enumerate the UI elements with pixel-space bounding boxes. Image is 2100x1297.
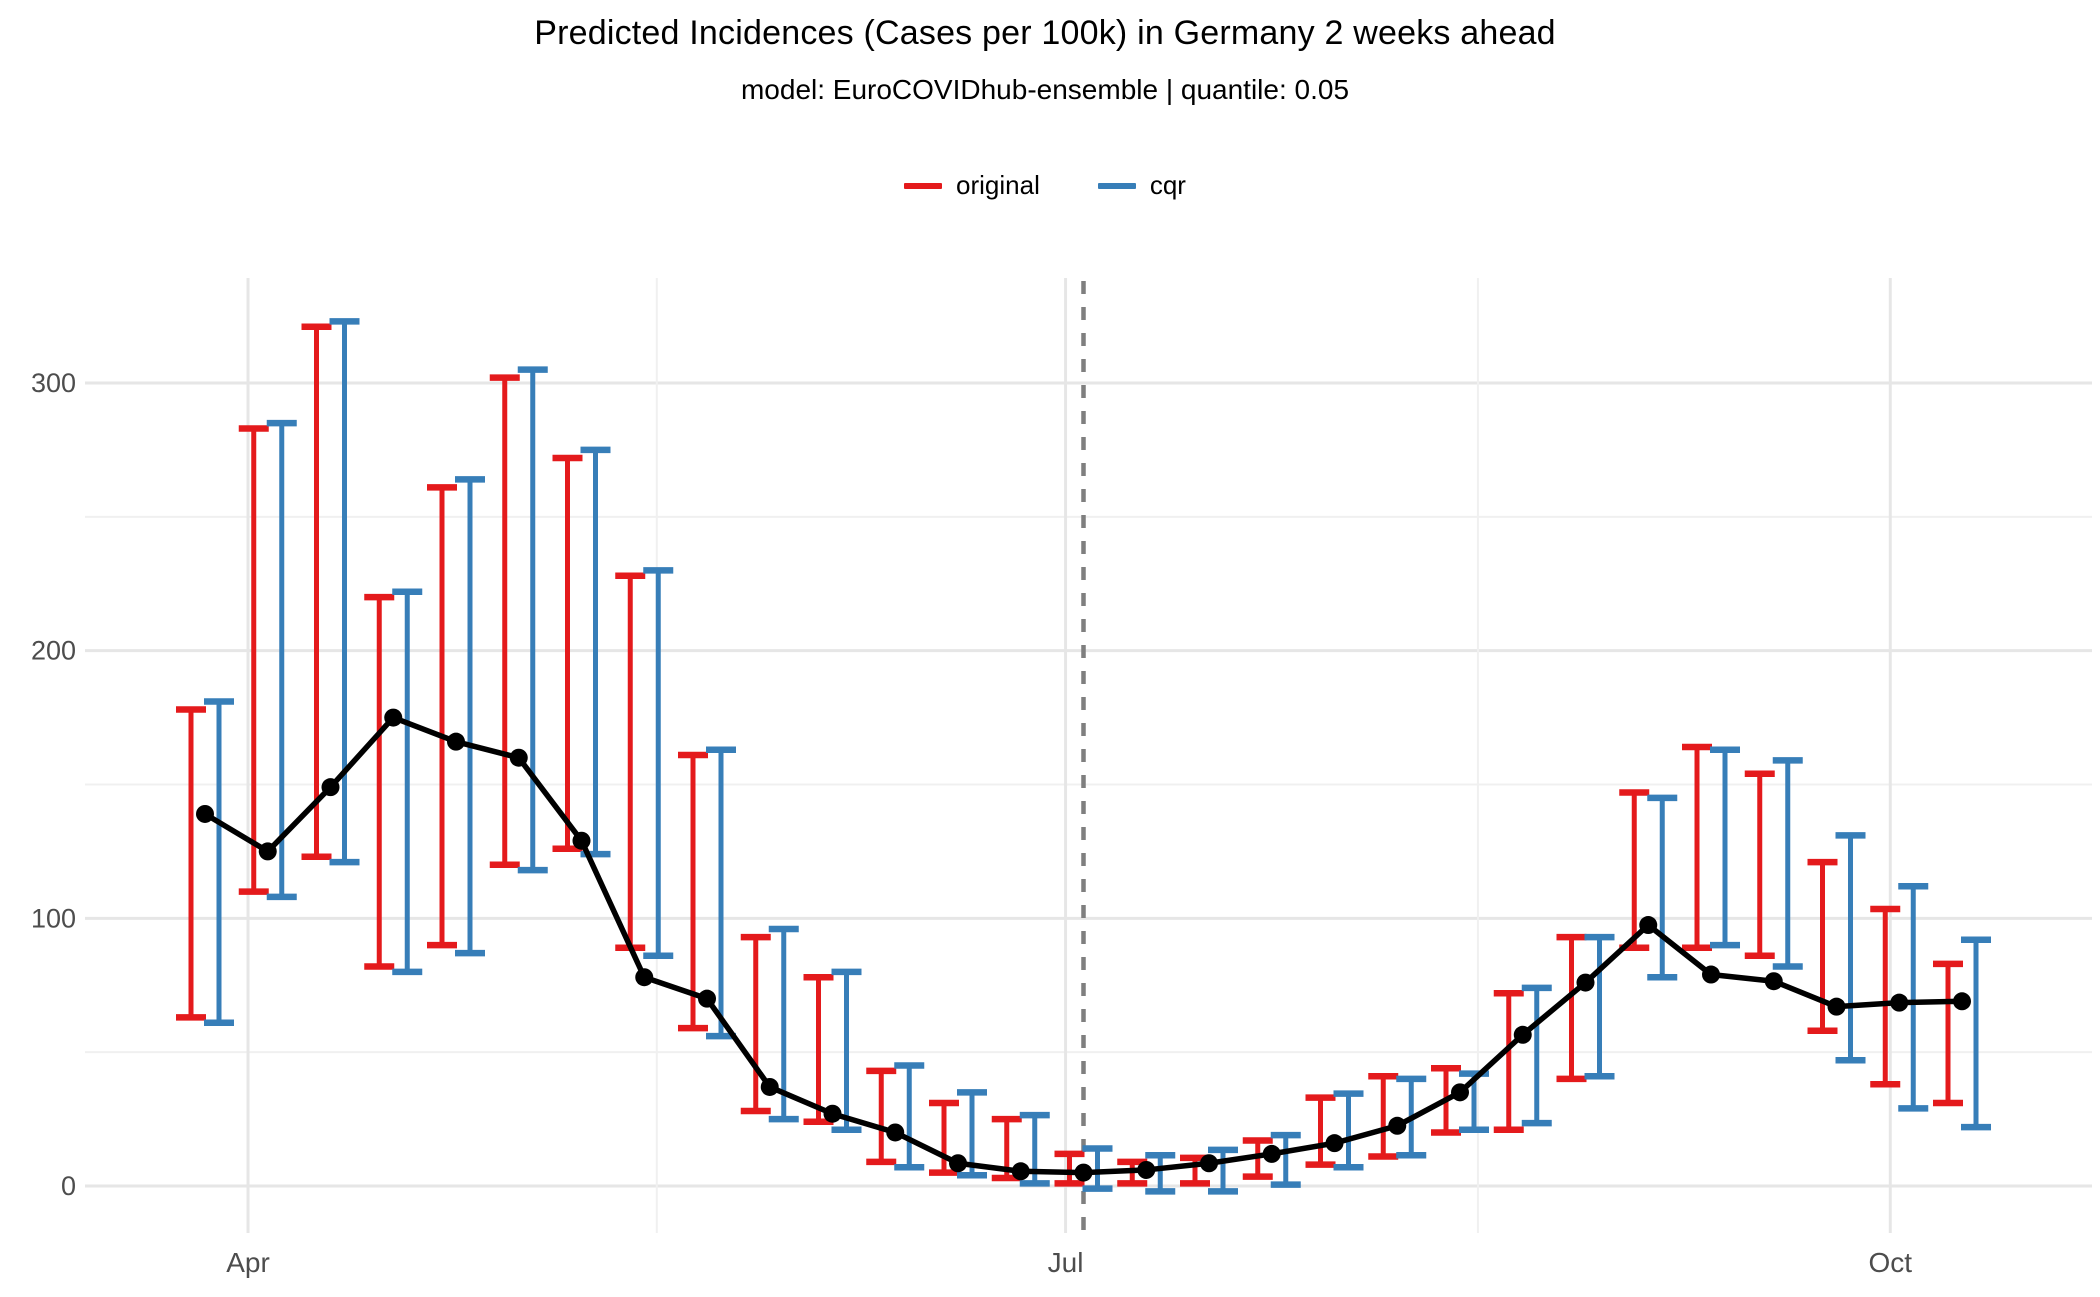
legend-label-original: original <box>956 170 1040 200</box>
x-tick-label: Jul <box>1048 1247 1084 1278</box>
observed-point <box>698 989 717 1008</box>
observed-point <box>1576 973 1595 992</box>
observed-point <box>509 748 528 767</box>
legend: original cqr <box>0 170 2090 201</box>
observed-point <box>760 1077 779 1096</box>
y-tick-label: 300 <box>31 368 76 398</box>
legend-entry-cqr: cqr <box>1097 170 1186 201</box>
observed-point <box>1388 1116 1407 1135</box>
observed-point <box>1262 1144 1281 1163</box>
legend-entry-original: original <box>904 170 1040 201</box>
legend-key-cqr-line <box>1097 182 1136 189</box>
observed-point <box>635 968 654 987</box>
observed-point <box>1451 1083 1470 1102</box>
observed-point <box>1011 1162 1030 1181</box>
observed-point <box>321 778 340 797</box>
observed-point <box>1764 972 1783 991</box>
observed-point <box>258 842 277 861</box>
observed-point <box>384 708 403 727</box>
observed-point <box>1639 916 1658 935</box>
observed-point <box>1325 1134 1344 1153</box>
observed-point <box>886 1123 905 1142</box>
chart-subtitle: model: EuroCOVIDhub-ensemble | quantile:… <box>740 74 1350 105</box>
observed-point <box>1702 965 1721 984</box>
observed-point <box>572 831 591 850</box>
y-tick-label: 100 <box>31 903 76 933</box>
observed-point <box>1137 1160 1156 1179</box>
legend-key-original-line <box>904 182 943 189</box>
observed-point <box>823 1104 842 1123</box>
observed-point <box>1200 1154 1219 1173</box>
x-tick-label: Oct <box>1869 1247 1913 1278</box>
x-tick-label: Apr <box>226 1247 270 1278</box>
observed-point <box>196 804 214 823</box>
observed-point <box>1513 1025 1532 1044</box>
observed-point <box>1074 1163 1093 1182</box>
y-tick-label: 0 <box>61 1171 76 1201</box>
observed-point <box>447 732 466 751</box>
observed-point <box>1827 997 1846 1016</box>
chart-title: Predicted Incidences (Cases per 100k) in… <box>534 14 1556 52</box>
y-tick-label: 200 <box>31 636 76 666</box>
observed-point <box>1953 992 1972 1011</box>
observed-point <box>1890 993 1909 1012</box>
legend-label-cqr: cqr <box>1149 170 1186 200</box>
observed-point <box>949 1154 968 1173</box>
